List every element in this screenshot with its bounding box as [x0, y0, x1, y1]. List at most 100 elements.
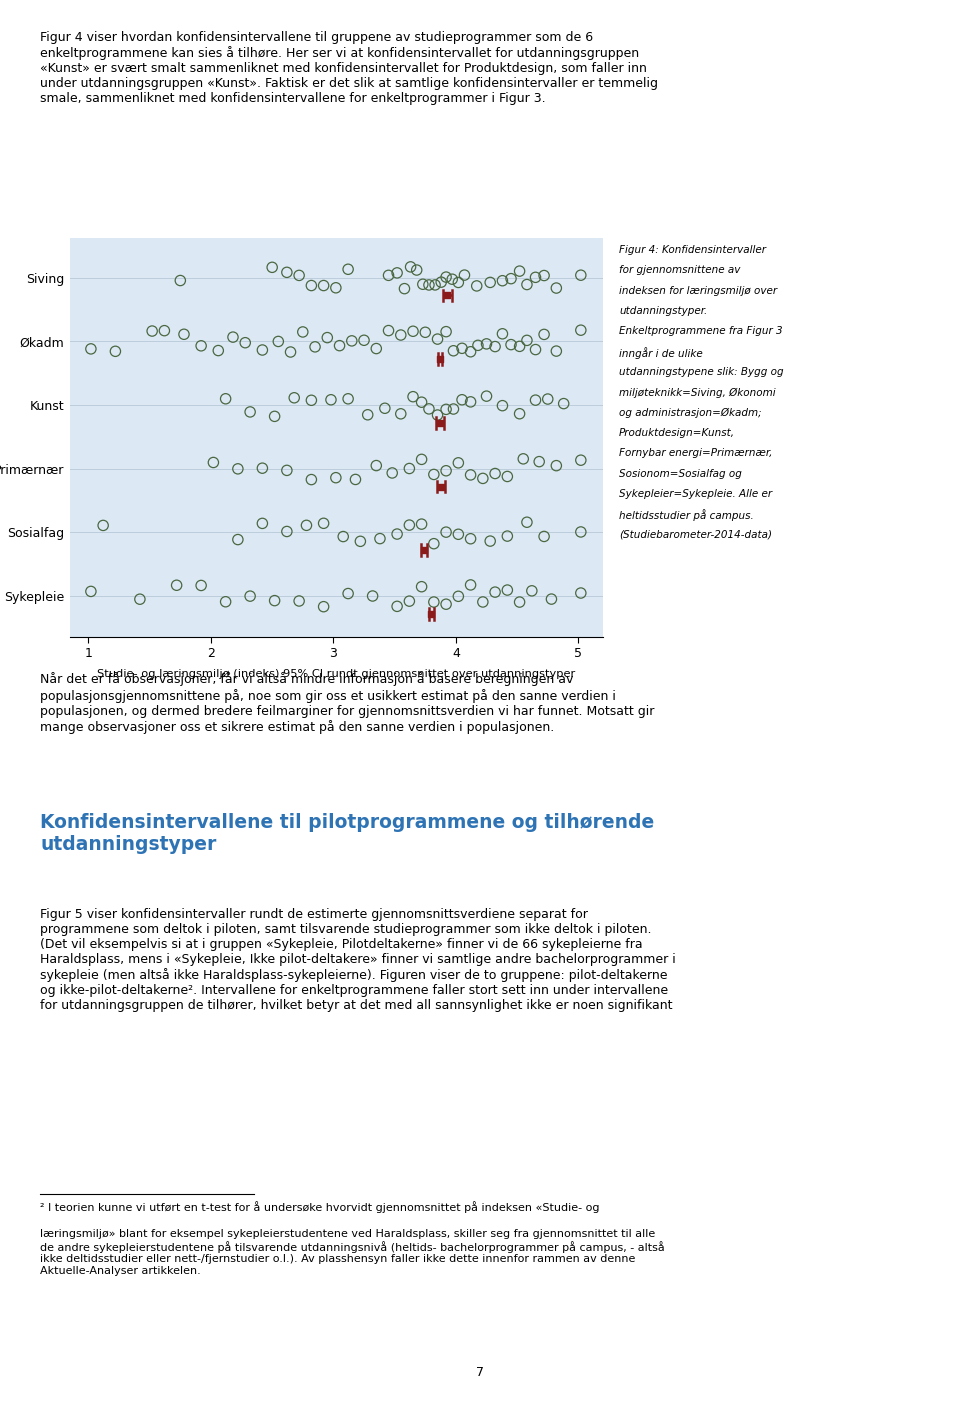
Point — [519, 329, 535, 352]
X-axis label: Studie- og læringsmiljø (indeks) 95% CI rundt gjennomsnittet over utdanningstype: Studie- og læringsmiljø (indeks) 95% CI … — [97, 668, 576, 678]
Point — [457, 263, 472, 286]
Point — [218, 591, 233, 614]
Point — [332, 335, 348, 357]
Point — [528, 389, 543, 412]
Point — [230, 528, 246, 551]
Point — [360, 403, 375, 426]
Point — [144, 319, 159, 342]
Point — [537, 525, 552, 548]
Point — [243, 584, 258, 607]
Point — [381, 265, 396, 287]
Point — [401, 457, 417, 479]
Point — [454, 388, 469, 410]
Point — [440, 284, 455, 307]
Point — [173, 269, 188, 291]
Point — [369, 338, 384, 360]
Point — [470, 333, 486, 356]
Point — [316, 513, 331, 535]
Point — [84, 580, 99, 602]
Point — [414, 448, 429, 471]
Point — [403, 255, 419, 277]
Text: miljøteknikk=Siving, Økonomi: miljøteknikk=Siving, Økonomi — [619, 388, 776, 398]
Point — [450, 451, 466, 474]
Point — [414, 513, 429, 535]
Point — [243, 401, 258, 423]
Point — [265, 256, 280, 279]
Point — [303, 468, 319, 490]
Point — [254, 513, 270, 535]
Point — [450, 272, 466, 294]
Text: inngår i de ulike: inngår i de ulike — [619, 347, 703, 359]
Text: Figur 4: Konfidensintervaller: Figur 4: Konfidensintervaller — [619, 245, 766, 255]
Point — [303, 389, 319, 412]
Point — [573, 319, 588, 342]
Point — [426, 591, 442, 614]
Text: og administrasjon=Økadm;: og administrasjon=Økadm; — [619, 408, 762, 417]
Point — [169, 574, 184, 597]
Point — [512, 335, 527, 357]
Point — [445, 339, 461, 361]
Point — [365, 584, 380, 607]
Text: Produktdesign=Kunst,: Produktdesign=Kunst, — [619, 429, 735, 439]
Point — [556, 392, 571, 415]
Text: Sosionom=Sosialfag og: Sosionom=Sosialfag og — [619, 468, 742, 479]
Point — [156, 319, 172, 342]
Point — [292, 265, 307, 287]
Point — [499, 465, 515, 488]
Point — [324, 388, 339, 410]
Point — [418, 321, 433, 343]
Point — [463, 528, 478, 551]
Point — [475, 467, 491, 489]
Point — [279, 520, 295, 542]
Point — [409, 259, 424, 282]
Point — [463, 391, 478, 413]
Point — [279, 261, 295, 283]
Point — [390, 262, 405, 284]
Point — [463, 340, 478, 363]
Point — [439, 521, 454, 544]
Point — [516, 448, 531, 471]
Point — [439, 321, 454, 343]
Point — [549, 340, 564, 363]
Point — [483, 530, 498, 552]
Text: Figur 5 viser konfidensintervaller rundt de estimerte gjennomsnittsverdiene sepa: Figur 5 viser konfidensintervaller rundt… — [40, 908, 676, 1012]
Point — [421, 273, 437, 296]
Point — [434, 270, 449, 293]
Point — [341, 258, 356, 280]
Point — [396, 277, 412, 300]
Point — [271, 331, 286, 353]
Point — [454, 338, 469, 360]
Point — [303, 275, 319, 297]
Point — [524, 580, 540, 602]
Point — [194, 574, 209, 597]
Point — [401, 514, 417, 537]
Point — [432, 412, 447, 434]
Point — [427, 273, 443, 296]
Text: Fornybar energi=Primærnær,: Fornybar energi=Primærnær, — [619, 448, 773, 458]
Text: heltidsstudier på campus.: heltidsstudier på campus. — [619, 510, 754, 521]
Point — [573, 581, 588, 604]
Point — [320, 326, 335, 349]
Point — [381, 319, 396, 342]
Text: Sykepleier=Sykepleie. Alle er: Sykepleier=Sykepleie. Alle er — [619, 489, 773, 499]
Point — [341, 388, 356, 410]
Point — [444, 268, 460, 290]
Point — [393, 402, 408, 425]
Point — [573, 448, 588, 471]
Text: Figur 4 viser hvordan konfidensintervallene til gruppene av studieprogrammer som: Figur 4 viser hvordan konfidensintervall… — [40, 31, 659, 105]
Point — [267, 590, 282, 612]
Point — [475, 591, 491, 614]
Point — [390, 523, 405, 545]
Point — [430, 328, 445, 350]
Point — [519, 511, 535, 534]
Point — [463, 464, 478, 486]
Point — [205, 451, 221, 474]
Point — [405, 319, 420, 342]
Point — [528, 339, 543, 361]
Point — [573, 263, 588, 286]
Text: (Studiebarometer-2014-data): (Studiebarometer-2014-data) — [619, 530, 772, 539]
Point — [439, 398, 454, 420]
Point — [328, 276, 344, 298]
Point — [519, 273, 535, 296]
Text: utdanningstyper.: utdanningstyper. — [619, 307, 708, 317]
